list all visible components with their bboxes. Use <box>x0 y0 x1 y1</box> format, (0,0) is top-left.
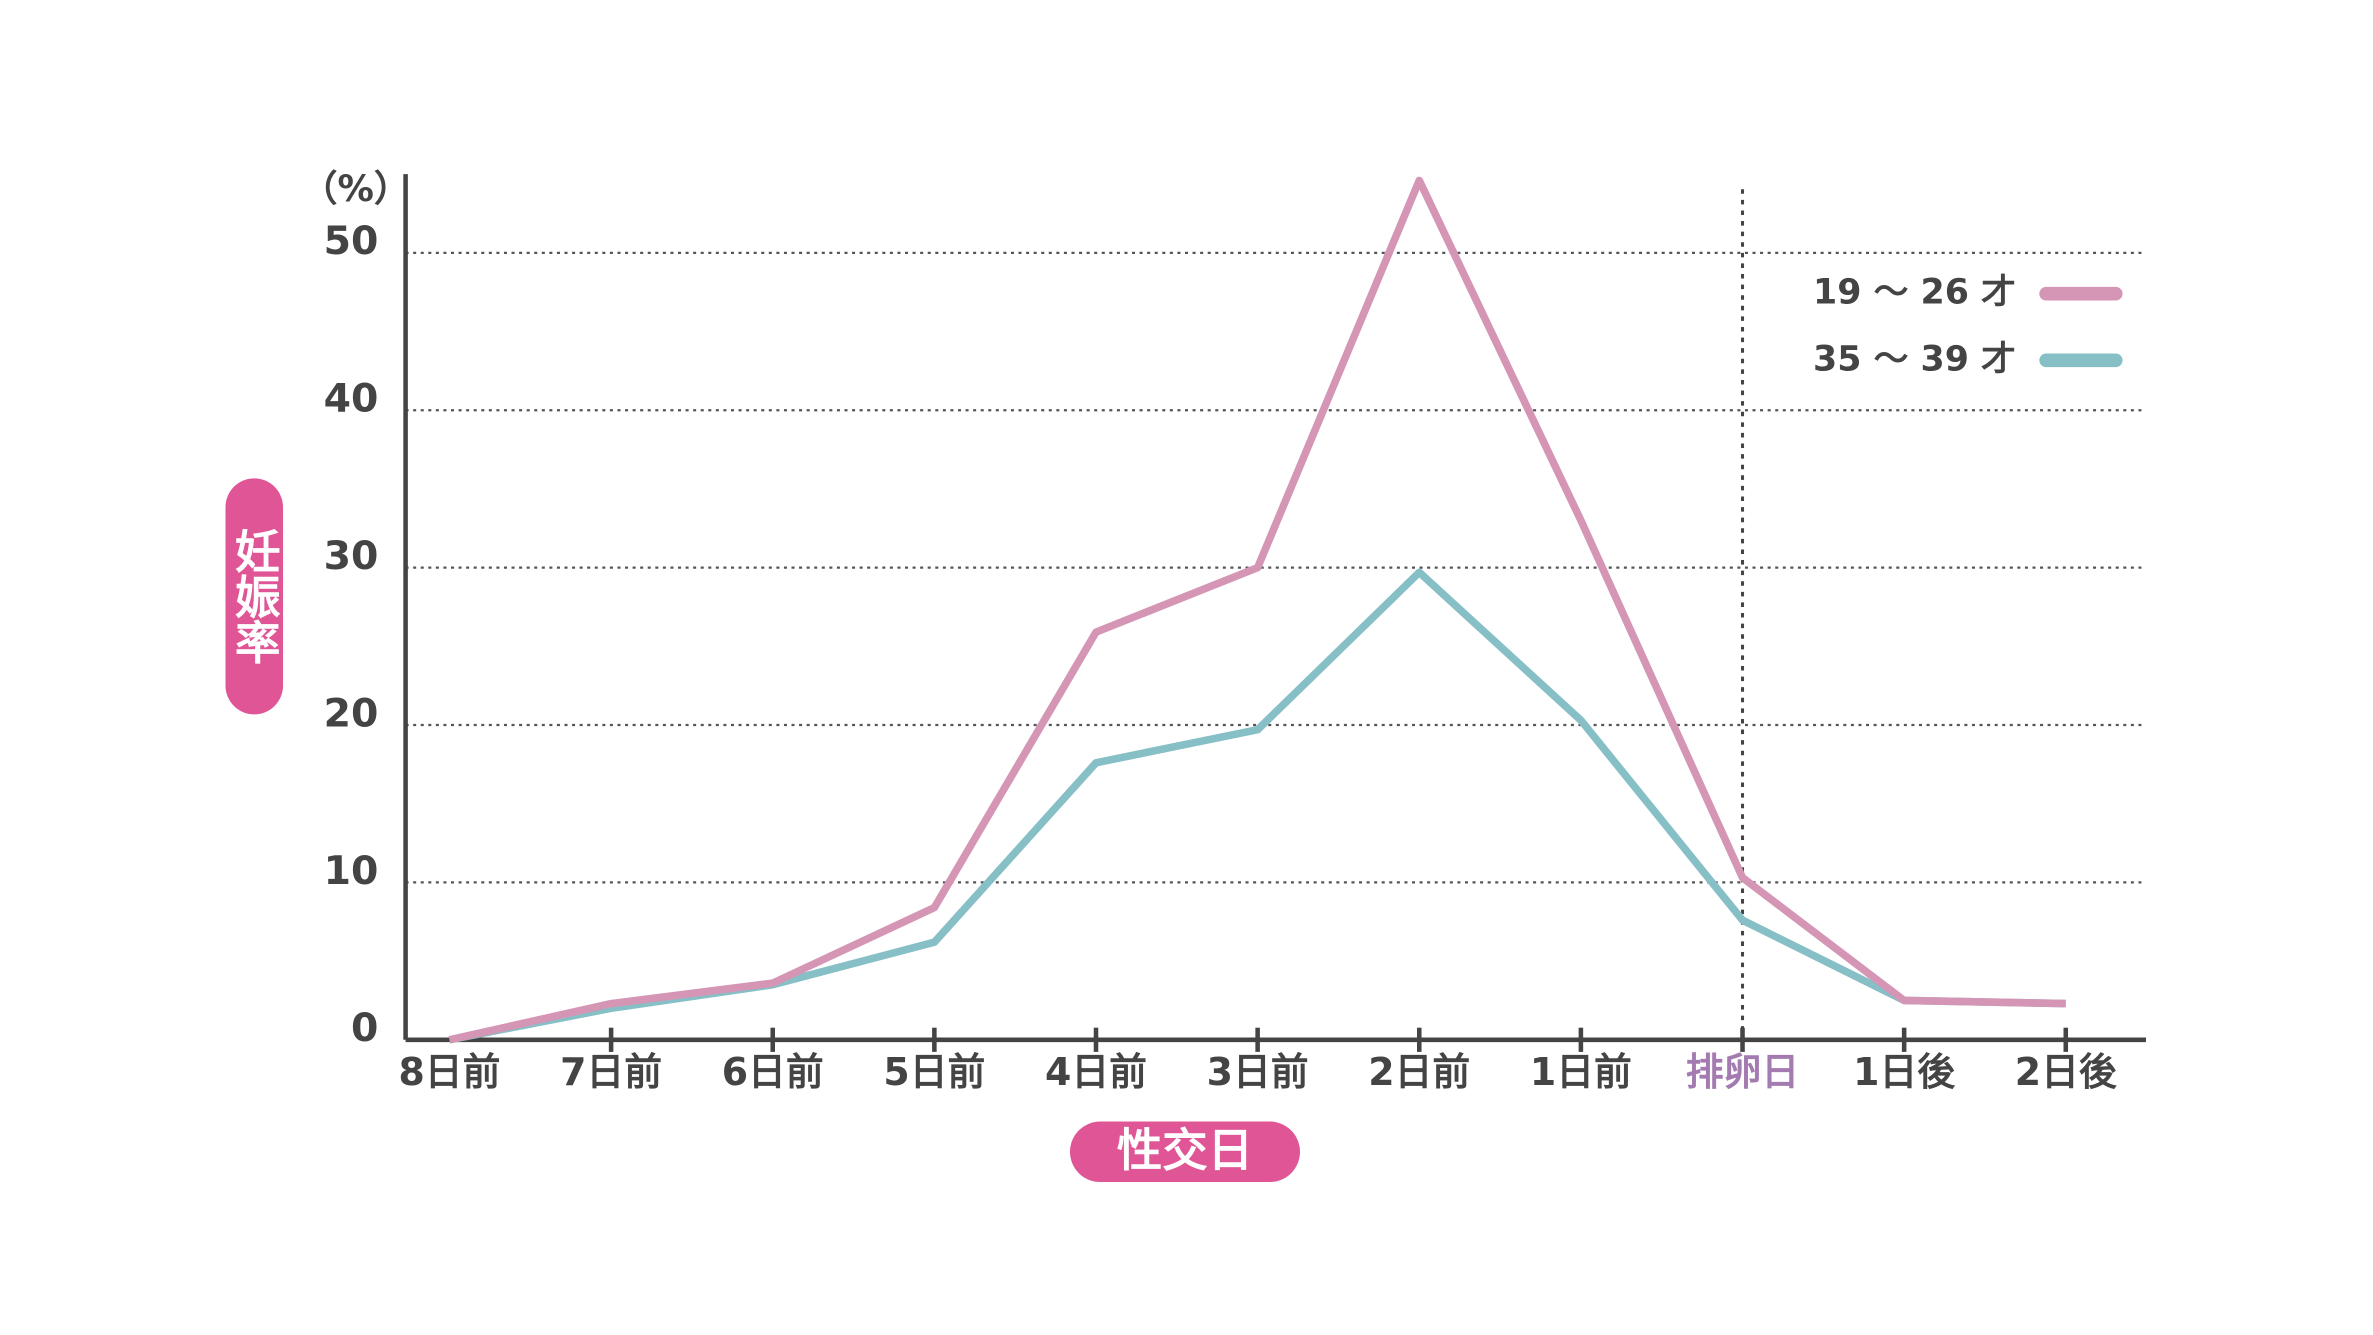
x-tick-label: 3日前 <box>1207 1050 1309 1094</box>
unit-label: （%） <box>301 167 410 210</box>
legend-label: 35 〜 39 才 <box>1813 339 2016 379</box>
x-tick-label: 1日後 <box>1853 1050 1956 1094</box>
y-tick-label: 50 <box>324 218 379 264</box>
x-tick-label: 5日前 <box>883 1050 985 1094</box>
y-axis-label: 妊娠率 <box>228 528 281 664</box>
x-tick-label: 4日前 <box>1045 1050 1147 1094</box>
y-tick-label: 20 <box>324 690 379 736</box>
y-tick-label: 10 <box>324 848 379 894</box>
y-tick-label: 40 <box>324 376 379 422</box>
x-tick-label: 2日前 <box>1368 1050 1470 1094</box>
series-line <box>448 176 2066 1044</box>
x-axis-label: 性交日 <box>1117 1124 1253 1177</box>
x-tick-label: 2日後 <box>2015 1050 2118 1094</box>
x-tick-label: 8日前 <box>398 1050 500 1094</box>
y-tick-label: 0 <box>351 1005 378 1051</box>
y-tick-label: 30 <box>324 533 379 579</box>
x-label-pill <box>1069 1121 1301 1183</box>
legend-label: 19 〜 26 才 <box>1813 273 2016 313</box>
x-tick-label: 排卵日 <box>1686 1050 1800 1094</box>
x-tick-label: 7日前 <box>560 1050 662 1094</box>
x-tick-label: 1日前 <box>1530 1050 1632 1094</box>
y-label-pill <box>225 478 284 715</box>
x-tick-label: 6日前 <box>722 1050 824 1094</box>
series-line <box>448 568 2066 1044</box>
